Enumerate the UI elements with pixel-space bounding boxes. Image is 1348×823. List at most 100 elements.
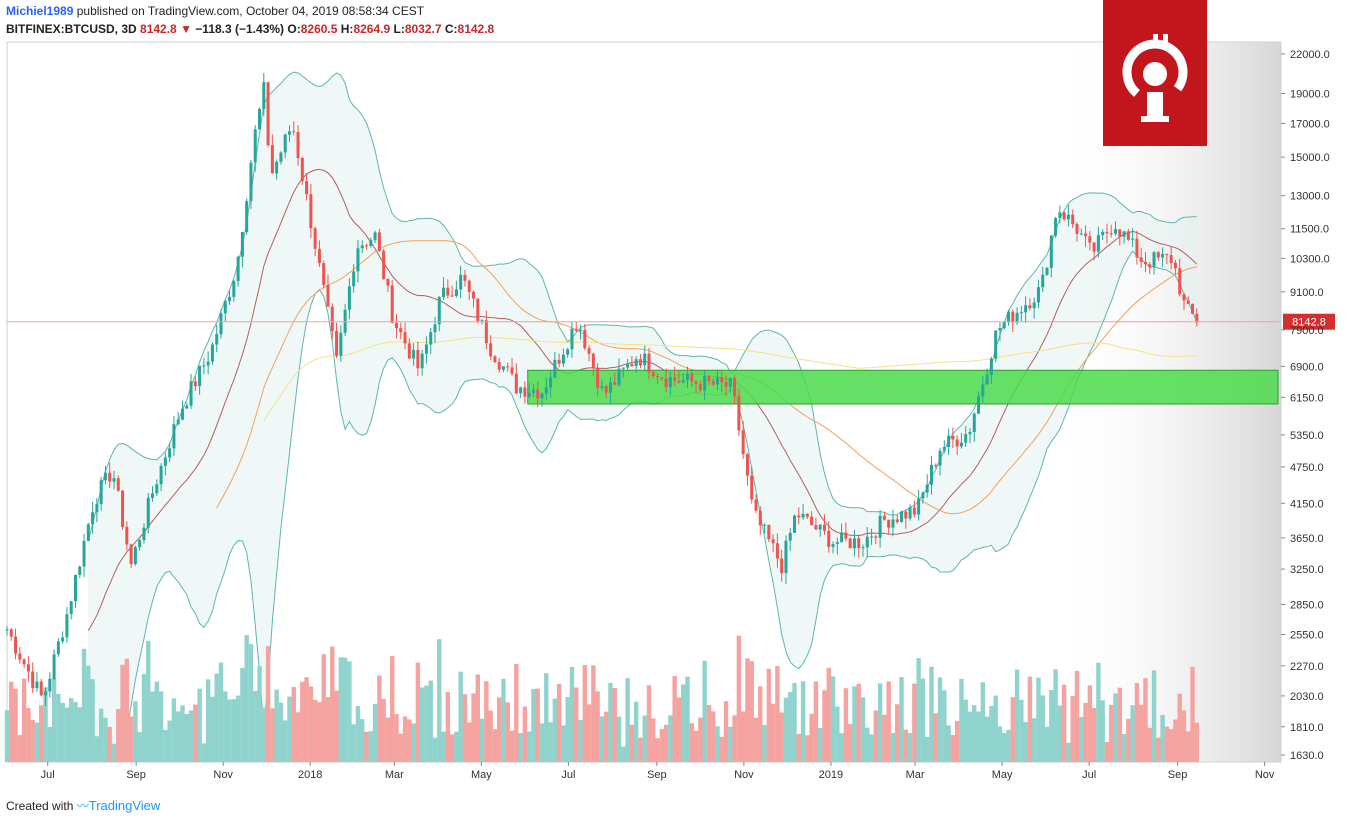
volume-bar bbox=[287, 696, 292, 762]
volume-bar bbox=[535, 688, 540, 762]
candle-body bbox=[356, 248, 360, 272]
volume-bar bbox=[522, 706, 528, 762]
volume-bar bbox=[492, 729, 498, 762]
volume-bar bbox=[270, 708, 275, 762]
volume-bar bbox=[659, 729, 665, 762]
candle-body bbox=[1139, 257, 1143, 262]
low-value: 8032.7 bbox=[404, 22, 442, 36]
candle-body bbox=[878, 515, 882, 538]
volume-bar bbox=[847, 724, 853, 762]
volume-bar bbox=[629, 724, 635, 762]
candle-body bbox=[745, 454, 749, 476]
candle-body bbox=[527, 392, 531, 397]
volume-bar bbox=[415, 662, 421, 762]
volume-bar bbox=[43, 687, 48, 762]
volume-bar bbox=[839, 733, 844, 762]
volume-bar bbox=[710, 711, 716, 762]
volume-bar bbox=[458, 671, 463, 762]
candle-body bbox=[750, 475, 754, 500]
volume-bar bbox=[4, 710, 10, 762]
volume-bar bbox=[330, 646, 335, 762]
volume-bar bbox=[274, 689, 279, 762]
candle-body bbox=[638, 359, 642, 366]
candle-body bbox=[287, 131, 291, 135]
volume-bar bbox=[295, 712, 301, 762]
candle-body bbox=[793, 515, 797, 533]
volume-bar bbox=[732, 715, 737, 762]
candle-body bbox=[1178, 268, 1182, 295]
x-tick-label: Nov bbox=[734, 769, 754, 781]
volume-bar bbox=[441, 731, 446, 762]
candle-body bbox=[18, 653, 22, 660]
volume-bar bbox=[214, 673, 219, 762]
candle-body bbox=[1036, 287, 1040, 303]
volume-bar bbox=[526, 731, 532, 762]
volume-bar bbox=[278, 702, 284, 762]
volume-bar bbox=[698, 717, 703, 762]
volume-bar bbox=[1168, 729, 1174, 762]
volume-bar bbox=[449, 734, 455, 762]
volume-bar bbox=[993, 695, 998, 762]
candle-body bbox=[668, 377, 672, 388]
candle-body bbox=[844, 532, 848, 539]
candle-body bbox=[116, 478, 120, 491]
candle-body bbox=[775, 543, 779, 559]
candle-body bbox=[219, 313, 223, 335]
volume-bar bbox=[1186, 731, 1191, 762]
candle-body bbox=[754, 499, 758, 511]
candle-body bbox=[865, 536, 869, 548]
candle-body bbox=[399, 328, 403, 333]
volume-bar bbox=[94, 736, 100, 762]
volume-bar bbox=[865, 727, 870, 762]
candle-body bbox=[9, 629, 13, 637]
candle-body bbox=[215, 334, 219, 345]
volume-bar bbox=[591, 665, 596, 762]
volume-bar bbox=[372, 704, 378, 762]
tradingview-brand[interactable]: TradingView bbox=[88, 798, 161, 813]
candle-body bbox=[1105, 231, 1109, 234]
candle-body bbox=[198, 365, 202, 387]
volume-bar bbox=[663, 724, 669, 762]
volume-bar bbox=[762, 724, 767, 762]
volume-bar bbox=[766, 668, 772, 762]
volume-bar bbox=[505, 702, 510, 762]
candle-body bbox=[921, 492, 925, 499]
author-name[interactable]: Michiel1989 bbox=[6, 4, 74, 18]
volume-bar bbox=[689, 723, 694, 762]
open-value: 8260.5 bbox=[300, 22, 338, 36]
volume-bar bbox=[753, 717, 759, 762]
volume-bar bbox=[595, 691, 600, 762]
candle-body bbox=[142, 527, 146, 541]
candle-body bbox=[591, 353, 595, 368]
symbol-label[interactable]: BITFINEX:BTCUSD, 3D bbox=[6, 22, 137, 36]
candle-body bbox=[1109, 233, 1113, 235]
candle-body bbox=[1135, 238, 1139, 258]
volume-bar bbox=[1109, 704, 1114, 762]
y-tick-label: 2850.0 bbox=[1290, 599, 1324, 611]
candle-body bbox=[677, 380, 681, 383]
y-tick-label: 5350.0 bbox=[1290, 430, 1324, 442]
volume-bar bbox=[1194, 722, 1200, 762]
volume-bar bbox=[822, 690, 827, 762]
candle-body bbox=[193, 381, 197, 387]
y-tick-label: 1630.0 bbox=[1290, 750, 1324, 762]
x-tick-label: 2019 bbox=[819, 769, 843, 781]
volume-bar bbox=[360, 719, 365, 762]
volume-bar bbox=[398, 733, 403, 762]
candle-body bbox=[283, 134, 287, 153]
footer: Created with 〰TradingView bbox=[6, 797, 160, 814]
candle-body bbox=[300, 158, 304, 182]
volume-bar bbox=[586, 704, 592, 762]
candle-body bbox=[335, 330, 339, 356]
y-tick-label: 2030.0 bbox=[1290, 691, 1324, 703]
volume-bar bbox=[929, 666, 934, 762]
candle-body bbox=[394, 322, 398, 329]
volume-bar bbox=[171, 698, 177, 762]
volume-bar bbox=[715, 726, 720, 762]
candle-body bbox=[322, 263, 326, 285]
last-price: 8142.8 bbox=[140, 22, 177, 36]
candle-body bbox=[296, 132, 300, 159]
candle-body bbox=[831, 544, 835, 547]
volume-bar bbox=[419, 687, 425, 762]
